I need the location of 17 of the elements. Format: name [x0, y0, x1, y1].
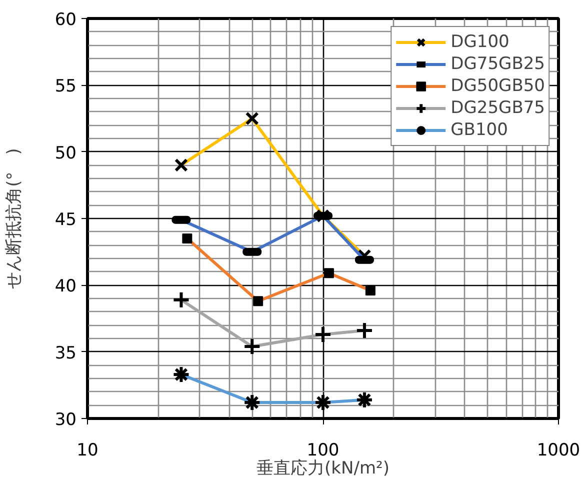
y-tick-label: 45 [54, 210, 77, 230]
legend-label: DG50GB50 [450, 75, 545, 97]
legend-label: DG25GB75 [450, 97, 545, 119]
x-tick-label: 1000 [536, 440, 580, 460]
legend-label: DG100 [450, 31, 510, 53]
x-axis-title: 垂直応力(kN/m²) [256, 458, 390, 478]
y-axis-title: せん断抵抗角(° ) [4, 148, 24, 289]
y-tick-label: 30 [54, 410, 77, 430]
x-tick-label: 100 [306, 440, 340, 460]
x-tick-label: 10 [76, 440, 98, 460]
legend-label: GB100 [450, 119, 508, 141]
y-tick-label: 60 [54, 10, 77, 30]
y-tick-label: 55 [54, 76, 77, 97]
legend-label: DG75GB25 [450, 53, 545, 75]
y-tick-label: 50 [54, 143, 77, 164]
y-tick-label: 40 [54, 276, 77, 297]
y-tick-label: 35 [54, 343, 77, 364]
